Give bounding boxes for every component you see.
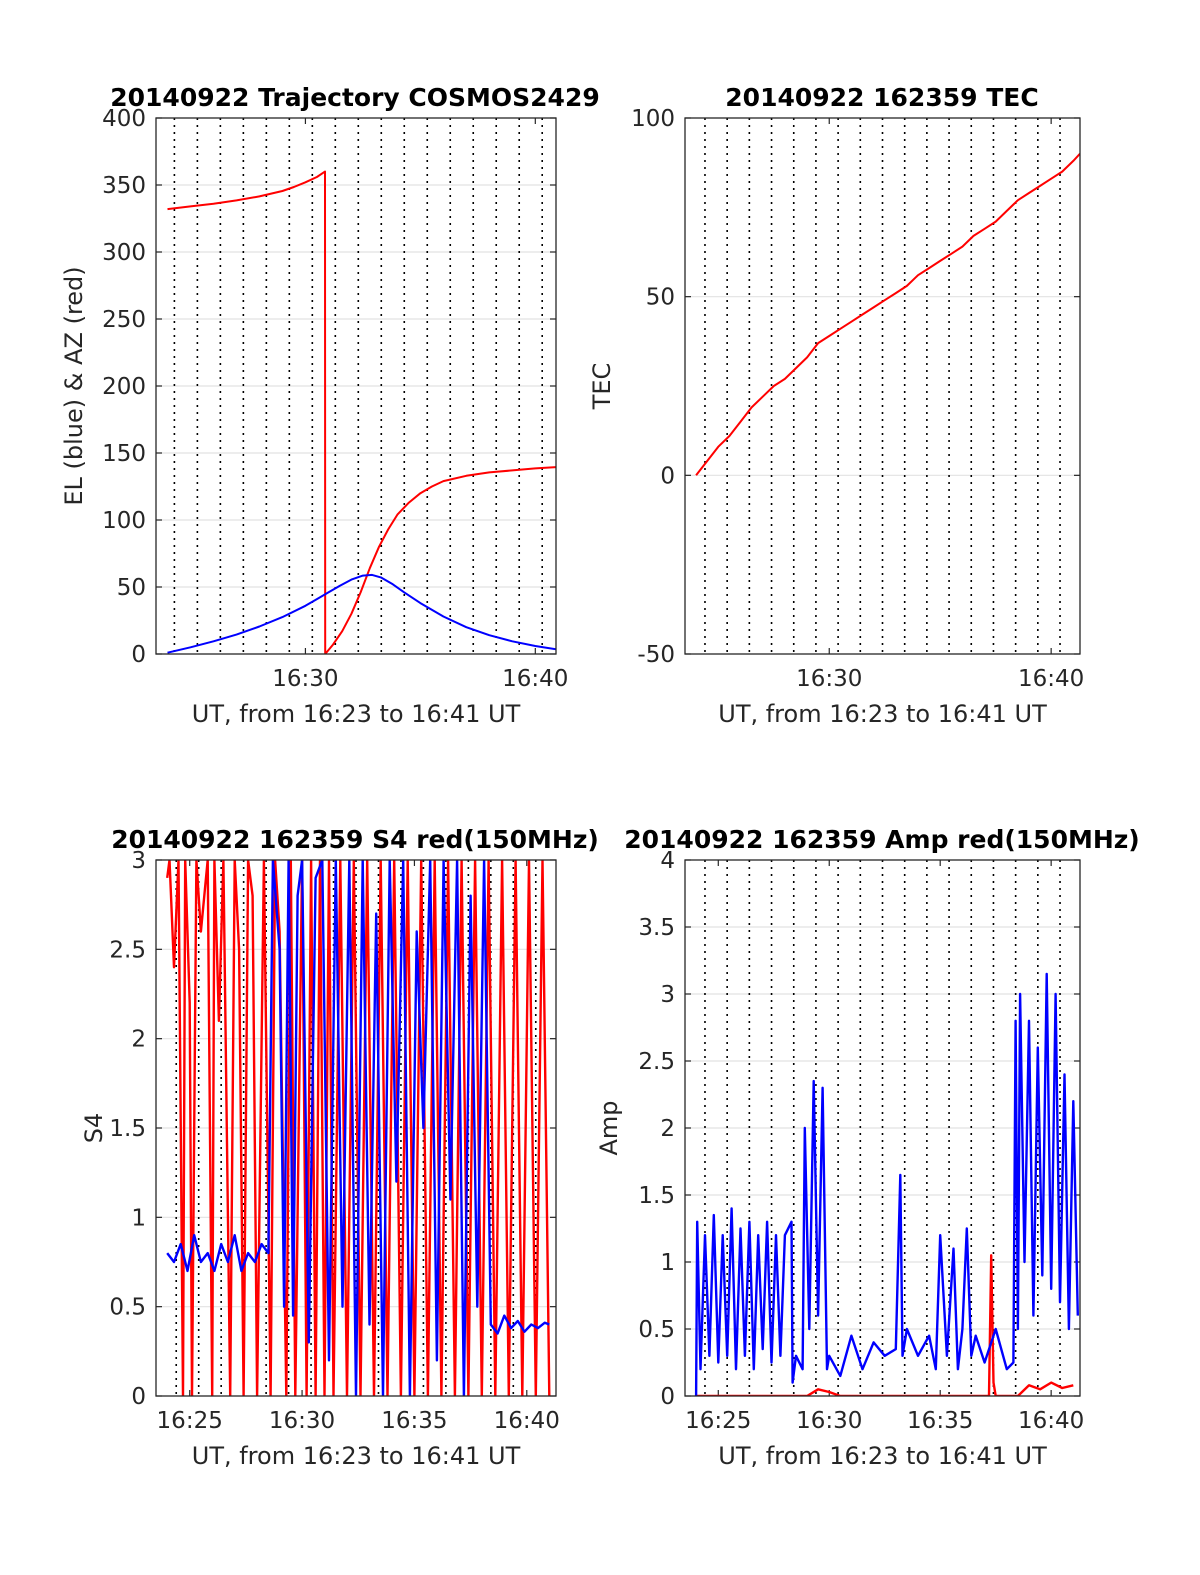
amp-ylabel: Amp (595, 1100, 623, 1155)
amp-ytick-label: 1 (660, 1250, 675, 1276)
tec-series-red (695, 153, 1080, 476)
amp-ytick-label: 0 (660, 1384, 675, 1410)
amp-ytick-label: 2.5 (638, 1049, 675, 1075)
tec-panel: -50 0 50 100 16:30 16:40 20140922 162359 TEC UT… (588, 83, 1084, 728)
tec-title: 20140922 162359 TEC (725, 83, 1038, 112)
trajectory-panel: 0 50 100 150 200 250 300 350 400 16:30 16:40 201409… (60, 83, 600, 728)
trajectory-xtick-label: 16:30 (272, 666, 338, 692)
amp-series-red (696, 1254, 1074, 1396)
trajectory-ytick-label: 300 (102, 240, 146, 266)
amp-ytick-label: 2 (660, 1116, 675, 1142)
tec-ytick-label: -50 (637, 642, 675, 668)
s4-xtick-label: 16:25 (157, 1408, 223, 1434)
s4-panel: 0 0.5 1 1.5 2 2.5 3 16:25 16:30 16:35 16:40 2014092… (80, 825, 599, 1470)
trajectory-ytick-label: 350 (102, 173, 146, 199)
s4-xlabel: UT, from 16:23 to 16:41 UT (192, 1442, 521, 1470)
trajectory-xtick-label: 16:40 (502, 666, 568, 692)
trajectory-axes-frame (155, 117, 557, 655)
trajectory-series-blue (167, 573, 556, 654)
s4-ytick-label: 3 (131, 848, 146, 874)
amp-ytick-label: 3 (660, 982, 675, 1008)
amp-axes-frame (684, 859, 1081, 1397)
amp-xtick-label: 16:25 (685, 1408, 751, 1434)
s4-axes-frame (155, 859, 557, 1397)
s4-ytick-label: 0 (131, 1384, 146, 1410)
amp-series-blue (694, 972, 1079, 1396)
amp-xtick-label: 16:35 (907, 1408, 973, 1434)
s4-xtick-label: 16:35 (381, 1408, 447, 1434)
amp-panel: 0 0.5 1 1.5 2 2.5 3 3.5 4 16:25 16:30 16:35 16:40 201… (595, 825, 1140, 1470)
tec-xtick-label: 16:40 (1018, 666, 1084, 692)
amp-ytick-label: 0.5 (638, 1317, 675, 1343)
amp-title: 20140922 162359 Amp red(150MHz) (624, 825, 1140, 854)
s4-xtick-label: 16:40 (494, 1408, 560, 1434)
trajectory-ytick-label: 150 (102, 441, 146, 467)
amp-xtick-label: 16:40 (1018, 1408, 1084, 1434)
amp-ytick-label: 4 (660, 848, 675, 874)
tec-ytick-label: 100 (631, 106, 675, 132)
trajectory-ytick-label: 100 (102, 508, 146, 534)
tec-ytick-label: 0 (660, 463, 675, 489)
trajectory-ylabel: EL (blue) & AZ (red) (60, 266, 88, 505)
s4-ytick-label: 2.5 (109, 937, 146, 963)
s4-ylabel: S4 (80, 1113, 108, 1144)
trajectory-ytick-label: 400 (102, 106, 146, 132)
s4-ytick-label: 1.5 (109, 1116, 146, 1142)
trajectory-ytick-label: 0 (131, 642, 146, 668)
amp-ytick-label: 1.5 (638, 1183, 675, 1209)
tec-ylabel: TEC (588, 363, 616, 411)
trajectory-ytick-label: 50 (117, 575, 146, 601)
trajectory-ytick-label: 200 (102, 374, 146, 400)
trajectory-title: 20140922 Trajectory COSMOS2429 (110, 83, 600, 112)
trajectory-series-red (167, 170, 556, 654)
tec-xtick-label: 16:30 (796, 666, 862, 692)
s4-title: 20140922 162359 S4 red(150MHz) (111, 825, 599, 854)
s4-xtick-label: 16:30 (269, 1408, 335, 1434)
trajectory-xlabel: UT, from 16:23 to 16:41 UT (192, 700, 521, 728)
tec-axes-frame (684, 117, 1081, 655)
tec-ytick-label: 50 (646, 285, 675, 311)
tec-xlabel: UT, from 16:23 to 16:41 UT (718, 700, 1047, 728)
amp-xlabel: UT, from 16:23 to 16:41 UT (718, 1442, 1047, 1470)
s4-series-blue (166, 860, 550, 1396)
trajectory-ytick-label: 250 (102, 307, 146, 333)
amp-ytick-label: 3.5 (638, 915, 675, 941)
s4-ytick-label: 2 (131, 1027, 146, 1053)
amp-xtick-label: 16:30 (796, 1408, 862, 1434)
s4-ytick-label: 0.5 (109, 1295, 146, 1321)
s4-ytick-label: 1 (131, 1205, 146, 1231)
